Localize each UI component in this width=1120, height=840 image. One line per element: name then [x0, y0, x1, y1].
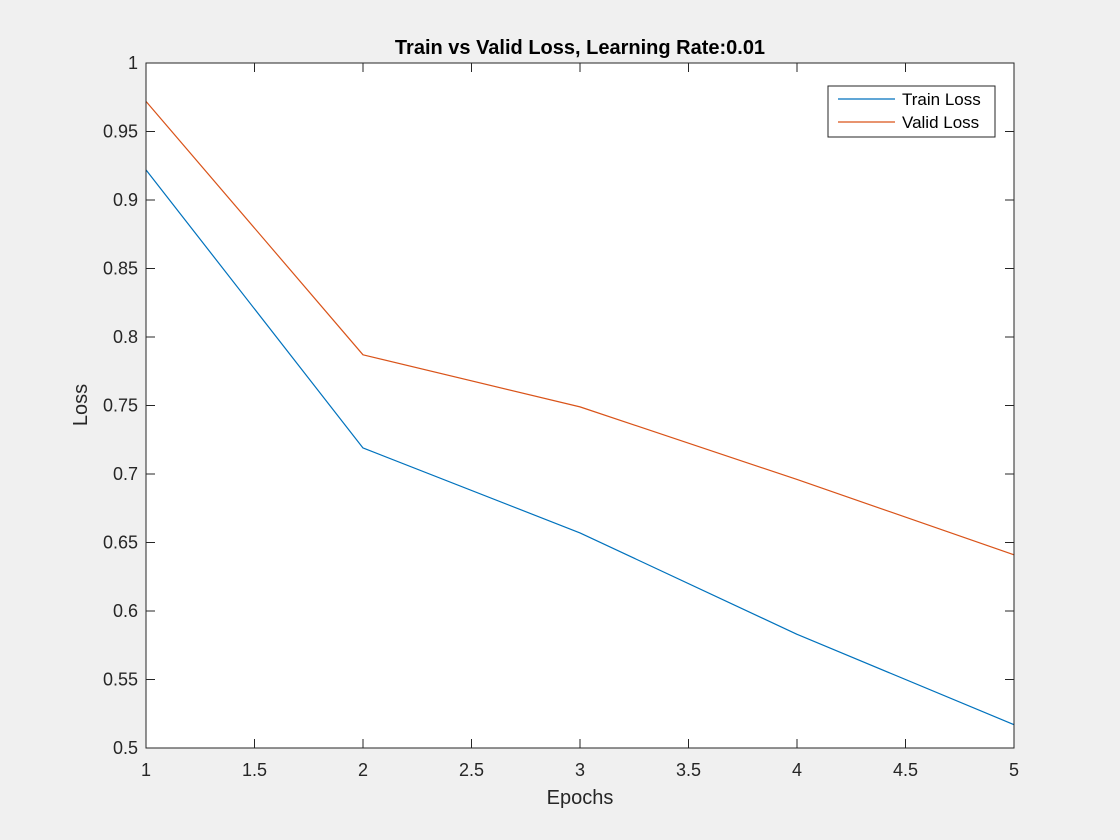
plot-area [146, 63, 1014, 748]
y-tick-label: 0.75 [103, 396, 138, 416]
y-tick-label: 0.85 [103, 259, 138, 279]
x-tick-label: 5 [1009, 760, 1019, 780]
x-axis-label: Epochs [547, 787, 614, 809]
y-axis-label: Loss [70, 384, 92, 426]
y-tick-label: 0.8 [113, 327, 138, 347]
y-tick-label: 0.55 [103, 670, 138, 690]
x-tick-label: 2.5 [459, 760, 484, 780]
legend: Train Loss Valid Loss [827, 85, 996, 138]
x-tick-label: 1 [141, 760, 151, 780]
y-tick-label: 0.5 [113, 738, 138, 758]
y-tick-label: 0.7 [113, 464, 138, 484]
x-tick-labels: 1 1.5 2 2.5 3 3.5 4 4.5 5 [141, 760, 1019, 780]
y-tick-label: 0.65 [103, 533, 138, 553]
x-tick-label: 3 [575, 760, 585, 780]
legend-label-valid-loss: Valid Loss [902, 113, 979, 132]
y-tick-labels: 0.5 0.55 0.6 0.65 0.7 0.75 0.8 0.85 0.9 0.95 1 [103, 53, 138, 758]
y-tick-label: 1 [128, 53, 138, 73]
y-tick-label: 0.95 [103, 122, 138, 142]
series-line-valid-loss [145, 100, 1015, 556]
legend-label-train-loss: Train Loss [902, 90, 981, 109]
x-tick-label: 4.5 [893, 760, 918, 780]
chart-title: Train vs Valid Loss, Learning Rate:0.01 [395, 37, 765, 59]
legend-box [827, 85, 996, 138]
y-tick-label: 0.9 [113, 190, 138, 210]
x-tick-label: 1.5 [242, 760, 267, 780]
y-tick-label: 0.6 [113, 601, 138, 621]
series-layer [145, 100, 1015, 726]
axes-box [145, 62, 1015, 749]
x-tick-label: 2 [358, 760, 368, 780]
x-tick-label: 4 [792, 760, 802, 780]
series-line-train-loss [145, 169, 1015, 726]
x-tick-label: 3.5 [676, 760, 701, 780]
